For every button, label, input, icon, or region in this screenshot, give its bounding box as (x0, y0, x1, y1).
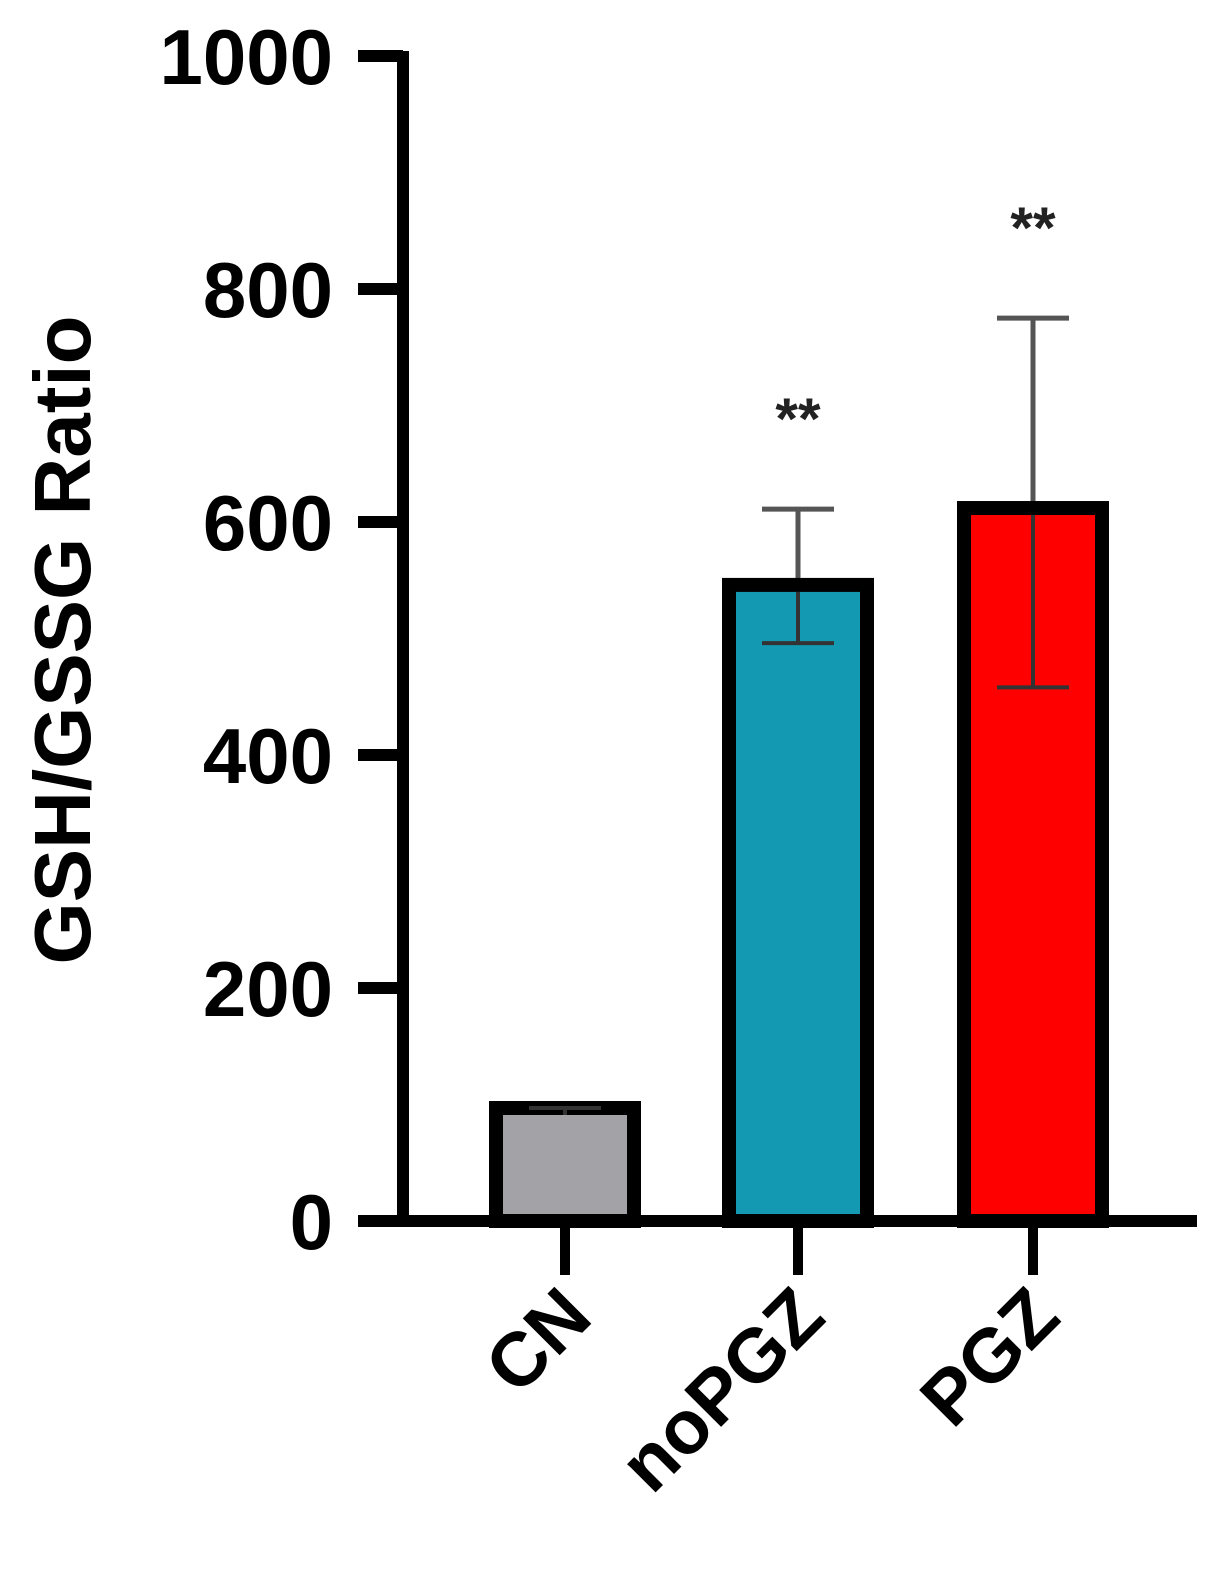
bar-nopgz (722, 577, 874, 1228)
y-tick-label-200: 200 (203, 945, 333, 1033)
y-axis-label: GSH/GSSG Ratio (18, 316, 107, 965)
bar-pgz (957, 501, 1109, 1228)
y-tick-label-400: 400 (203, 712, 333, 800)
bars: ** ** (489, 196, 1109, 1228)
y-tick-label-0: 0 (290, 1178, 333, 1266)
significance-nopgz: ** (775, 387, 821, 452)
x-tick-label-nopgz: noPGZ (604, 1272, 840, 1508)
significance-pgz: ** (1010, 196, 1056, 261)
x-tick-label-cn: CN (469, 1272, 607, 1410)
bar-cn (489, 1100, 641, 1228)
y-tick-label-600: 600 (203, 479, 333, 567)
y-tick-label-1000: 1000 (159, 13, 333, 101)
y-ticks: 0 200 400 600 800 1000 (159, 13, 403, 1266)
y-tick-label-800: 800 (203, 246, 333, 334)
x-tick-label-pgz: PGZ (904, 1272, 1075, 1443)
